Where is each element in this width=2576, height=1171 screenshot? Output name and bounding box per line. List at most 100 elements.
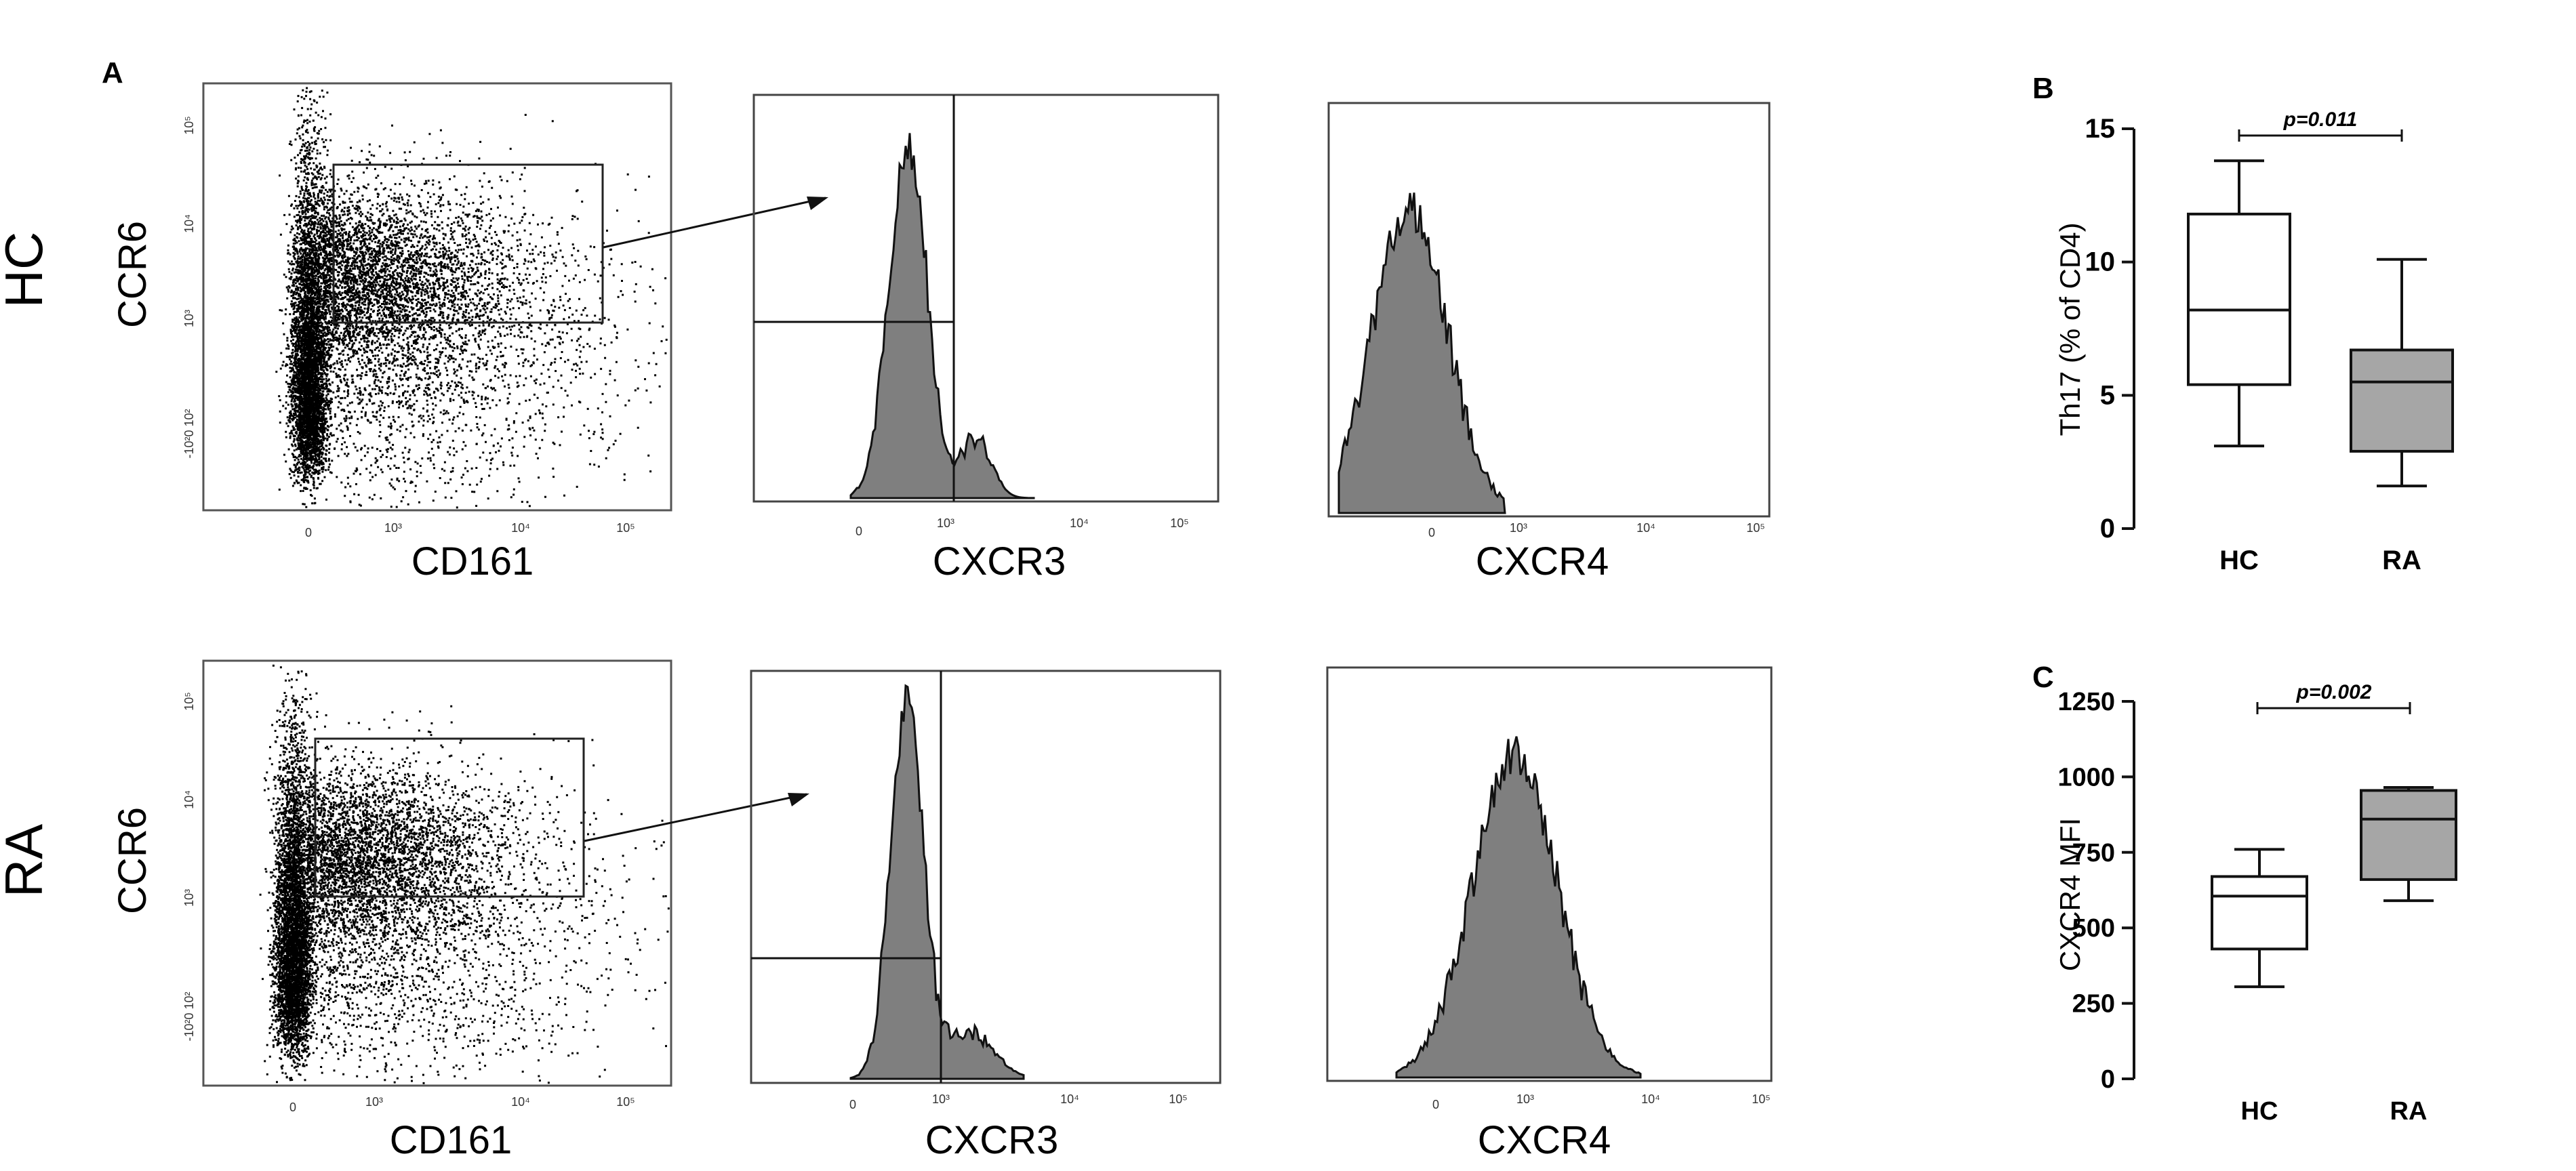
hc-dotplot-ylabel: CCR6 bbox=[110, 221, 155, 328]
tick-label: 0 bbox=[305, 526, 312, 539]
tick-label: -10²0 10² bbox=[182, 991, 196, 1041]
category-label: RA bbox=[2390, 1097, 2428, 1126]
ra-dotplot-xlabel: CD161 bbox=[390, 1118, 512, 1162]
ra-dotplot-frame bbox=[202, 659, 672, 1087]
hc-gate-arrow bbox=[603, 197, 826, 249]
ra-gate-arrow-head bbox=[788, 793, 809, 806]
row-label-hc: HC bbox=[0, 232, 54, 308]
panel-b: B Th17 (% of CD4) 0 5 10 15 HC RA p=0.011 bbox=[2032, 72, 2454, 575]
hc-dotplot: CCR6 CD161 0 10³ 10⁴ 10⁵ -10²0 10² 10³ 1… bbox=[110, 82, 828, 583]
panel-b-boxes: HC RA bbox=[2187, 159, 2454, 575]
box bbox=[2360, 789, 2457, 881]
y-tick-label: 5 bbox=[2100, 380, 2115, 410]
tick-label: 10⁴ bbox=[511, 1095, 530, 1109]
tick-label: 10⁵ bbox=[1746, 521, 1765, 535]
ra-cxcr3-frame bbox=[750, 670, 1222, 1084]
tick-label: 10³ bbox=[1516, 1092, 1534, 1106]
tick-label: 10³ bbox=[937, 516, 954, 530]
tick-label: 10⁴ bbox=[1641, 1092, 1660, 1106]
tick-label: 10³ bbox=[182, 889, 196, 907]
hc-cxcr4-xlabel: CXCR4 bbox=[1476, 539, 1609, 583]
tick-label: 10⁵ bbox=[1752, 1092, 1770, 1106]
tick-label: 10³ bbox=[182, 310, 196, 327]
hc-cxcr4-frame bbox=[1327, 102, 1771, 518]
hc-cxcr3-fill bbox=[849, 133, 1035, 499]
tick-label: 10⁵ bbox=[616, 1095, 635, 1109]
box bbox=[2187, 212, 2291, 386]
hc-cxcr4-fill bbox=[1337, 192, 1506, 514]
y-tick-label: 10 bbox=[2085, 247, 2116, 277]
tick-label: 10⁴ bbox=[1070, 516, 1089, 530]
panel-c: C CXCR4 MFI 0 250 500 750 1000 1250 HC RA p=0.… bbox=[2032, 661, 2457, 1126]
tick-label: 0 bbox=[1432, 1098, 1439, 1111]
panel-c-axes: 0 250 500 750 1000 1250 bbox=[2057, 688, 2135, 1094]
panel-c-significance: p=0.002 bbox=[2256, 681, 2411, 714]
panel-b-significance: p=0.011 bbox=[2238, 108, 2403, 142]
tick-label: 10³ bbox=[384, 521, 402, 535]
y-tick-label: 0 bbox=[2100, 514, 2115, 543]
box bbox=[2211, 875, 2308, 951]
tick-label: 10⁵ bbox=[182, 692, 196, 710]
panel-b-ylabel: Th17 (% of CD4) bbox=[2054, 222, 2086, 436]
hc-cxcr4-histogram: CXCR4 0 10³ 10⁴ 10⁵ bbox=[1327, 102, 1771, 583]
panel-b-p-value: p=0.011 bbox=[2283, 108, 2358, 131]
y-tick-label: 0 bbox=[2101, 1065, 2115, 1094]
hc-cxcr4-xticks: 0 10³ 10⁴ 10⁵ bbox=[1428, 521, 1765, 539]
tick-label: 0 bbox=[856, 525, 862, 538]
tick-label: 10³ bbox=[932, 1092, 950, 1106]
tick-label: 0 bbox=[849, 1098, 856, 1111]
ra-cxcr4-frame bbox=[1326, 666, 1773, 1082]
y-tick-label: 500 bbox=[2072, 914, 2115, 943]
hc-gate bbox=[332, 163, 604, 324]
hc-cxcr3-histogram: CXCR3 0 10³ 10⁴ 10⁵ bbox=[752, 94, 1220, 583]
panel-c-boxes: HC RA bbox=[2211, 785, 2457, 1126]
y-tick-label: 1000 bbox=[2057, 763, 2115, 792]
y-tick-label: 1250 bbox=[2057, 688, 2115, 716]
hc-dotplot-dots bbox=[275, 87, 668, 509]
panel-c-letter: C bbox=[2032, 661, 2054, 694]
ra-dotplot: CCR6 CD161 0 10³ 10⁴ 10⁵ -10²0 10² 10³ 1… bbox=[110, 659, 809, 1162]
ra-dotplot-yticks: -10²0 10² 10³ 10⁴ 10⁵ bbox=[182, 692, 196, 1041]
tick-label: 10⁴ bbox=[511, 521, 530, 535]
ra-cxcr3-xticks: 0 10³ 10⁴ 10⁵ bbox=[849, 1092, 1188, 1111]
ra-cxcr3-xlabel: CXCR3 bbox=[925, 1118, 1059, 1162]
ra-dotplot-xticks: 0 10³ 10⁴ 10⁵ bbox=[289, 1095, 635, 1114]
category-label: RA bbox=[2382, 546, 2421, 575]
dot-cloud bbox=[259, 664, 670, 1084]
dot-cloud bbox=[275, 87, 668, 509]
tick-label: -10²0 10² bbox=[182, 409, 196, 458]
tick-label: 10⁴ bbox=[1636, 521, 1655, 535]
ra-cxcr3-histogram: CXCR3 0 10³ 10⁴ 10⁵ bbox=[750, 670, 1222, 1162]
tick-label: 10³ bbox=[1510, 521, 1527, 535]
ra-cxcr3-fill bbox=[849, 684, 1025, 1080]
ra-cxcr4-histogram: CXCR4 0 10³ 10⁴ 10⁵ bbox=[1326, 666, 1773, 1162]
ra-dotplot-ylabel: CCR6 bbox=[110, 807, 155, 914]
hc-gate-arrow-head bbox=[807, 197, 828, 210]
tick-label: 10⁴ bbox=[182, 790, 196, 809]
ra-cxcr4-fill bbox=[1395, 736, 1642, 1079]
panel-a-letter: A bbox=[102, 56, 123, 89]
hc-dotplot-frame bbox=[202, 82, 672, 512]
ra-cxcr4-xticks: 0 10³ 10⁴ 10⁵ bbox=[1432, 1092, 1771, 1111]
tick-label: 10⁵ bbox=[616, 521, 635, 535]
tick-label: 10⁵ bbox=[1169, 1092, 1187, 1106]
panel-b-letter: B bbox=[2032, 72, 2054, 105]
hc-cxcr3-frame bbox=[752, 94, 1220, 503]
category-label: HC bbox=[2219, 546, 2259, 575]
tick-label: 10⁵ bbox=[1170, 516, 1188, 530]
row-label-ra: RA bbox=[0, 824, 54, 897]
hc-cxcr3-xlabel: CXCR3 bbox=[933, 539, 1066, 583]
ra-dotplot-dots bbox=[259, 664, 670, 1084]
panel-c-p-value: p=0.002 bbox=[2296, 681, 2372, 703]
category-label: HC bbox=[2241, 1097, 2278, 1126]
hc-dotplot-yticks: -10²0 10² 10³ 10⁴ 10⁵ bbox=[182, 116, 196, 458]
y-tick-label: 15 bbox=[2085, 114, 2116, 144]
hc-dotplot-xticks: 0 10³ 10⁴ 10⁵ bbox=[305, 521, 635, 539]
tick-label: 10⁵ bbox=[182, 116, 196, 134]
tick-label: 10³ bbox=[365, 1095, 383, 1109]
tick-label: 0 bbox=[1428, 526, 1435, 539]
y-tick-label: 250 bbox=[2072, 990, 2115, 1019]
ra-gate-arrow bbox=[584, 793, 807, 842]
y-tick-label: 750 bbox=[2072, 839, 2115, 867]
